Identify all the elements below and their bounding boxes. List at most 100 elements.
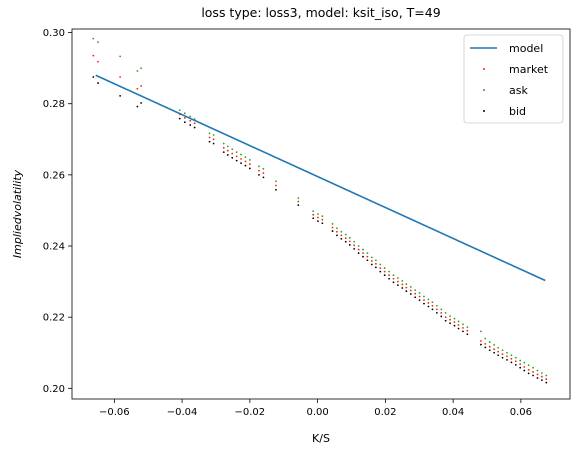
point-bid <box>501 356 504 359</box>
x-axis: −0.06 −0.04 −0.02 0.00 0.02 0.04 0.06 <box>99 399 532 418</box>
point-market <box>510 357 513 360</box>
point-market <box>321 218 324 221</box>
point-market <box>480 340 482 342</box>
series-line-model <box>95 74 546 282</box>
point-bid <box>244 164 247 167</box>
point-market <box>189 119 192 122</box>
point-market <box>208 136 211 139</box>
point-bid <box>532 374 534 377</box>
legend-box <box>463 34 564 124</box>
point-market <box>405 286 408 289</box>
point-ask <box>427 298 430 301</box>
point-market <box>449 318 451 321</box>
point-bid <box>488 349 491 352</box>
point-market <box>340 234 343 237</box>
point-ask <box>462 323 464 326</box>
point-bid <box>297 204 300 207</box>
point-ask <box>388 270 390 273</box>
point-bid <box>226 154 229 156</box>
point-ask <box>493 344 496 346</box>
point-bid <box>405 290 408 293</box>
point-bid <box>370 263 373 266</box>
point-ask <box>366 252 369 255</box>
point-market <box>275 184 277 187</box>
point-market <box>258 169 260 172</box>
point-bid <box>362 255 364 258</box>
point-bid <box>317 220 319 223</box>
legend-swatch-market <box>483 68 485 70</box>
point-ask <box>536 369 539 372</box>
point-ask <box>488 341 491 343</box>
point-market <box>362 252 364 255</box>
point-ask <box>317 213 319 215</box>
point-market <box>374 262 377 265</box>
point-bid <box>527 372 530 375</box>
point-ask <box>480 330 482 333</box>
legend-swatch-ask <box>483 89 485 91</box>
series-bid <box>92 76 548 384</box>
point-bid <box>193 126 196 129</box>
point-bid <box>248 167 251 170</box>
point-ask <box>258 165 260 168</box>
point-bid <box>348 244 351 246</box>
point-market <box>317 216 319 219</box>
point-bid <box>493 351 496 354</box>
x-tick-label: −0.06 <box>99 407 130 418</box>
point-ask <box>449 315 451 318</box>
chart-title: loss type: loss3, model: ksit_iso, T=49 <box>201 5 440 20</box>
point-bid <box>453 324 456 327</box>
point-bid <box>136 105 139 108</box>
point-bid <box>374 266 377 269</box>
point-ask <box>189 115 192 118</box>
point-ask <box>140 67 143 70</box>
point-ask <box>453 317 456 320</box>
point-market <box>431 304 434 307</box>
point-ask <box>414 289 417 292</box>
point-market <box>497 350 500 353</box>
point-bid <box>183 121 186 124</box>
point-ask <box>92 37 95 40</box>
point-bid <box>212 142 215 145</box>
point-market <box>178 113 181 116</box>
point-market <box>453 321 456 324</box>
point-bid <box>231 156 234 159</box>
point-bid <box>444 319 447 322</box>
point-market <box>397 280 399 283</box>
point-bid <box>523 369 526 372</box>
point-market <box>370 260 373 262</box>
point-market <box>444 316 447 319</box>
point-market <box>331 226 334 229</box>
point-bid <box>435 312 438 314</box>
point-ask <box>340 230 343 233</box>
point-ask <box>119 55 122 58</box>
point-market <box>488 345 491 348</box>
point-market <box>523 366 526 368</box>
point-market <box>545 378 548 380</box>
point-market <box>366 255 369 258</box>
point-market <box>97 60 99 63</box>
point-market <box>414 292 417 295</box>
series-market <box>92 54 548 380</box>
point-bid <box>336 234 338 237</box>
point-bid <box>340 238 343 240</box>
point-bid <box>510 361 513 364</box>
point-ask <box>336 227 338 230</box>
point-market <box>183 117 186 119</box>
point-ask <box>244 156 247 158</box>
y-tick-label: 0.30 <box>43 28 65 39</box>
point-market <box>536 373 539 376</box>
point-market <box>409 289 412 292</box>
point-market <box>514 360 517 363</box>
point-ask <box>545 374 548 377</box>
point-ask <box>136 70 139 72</box>
point-ask <box>457 320 460 323</box>
point-bid <box>462 330 464 333</box>
y-tick-label: 0.26 <box>43 170 65 181</box>
x-tick-label: 0.06 <box>510 407 532 418</box>
point-bid <box>262 176 265 179</box>
point-bid <box>383 274 386 277</box>
point-market <box>193 122 196 125</box>
point-ask <box>262 167 265 170</box>
point-market <box>527 368 530 371</box>
